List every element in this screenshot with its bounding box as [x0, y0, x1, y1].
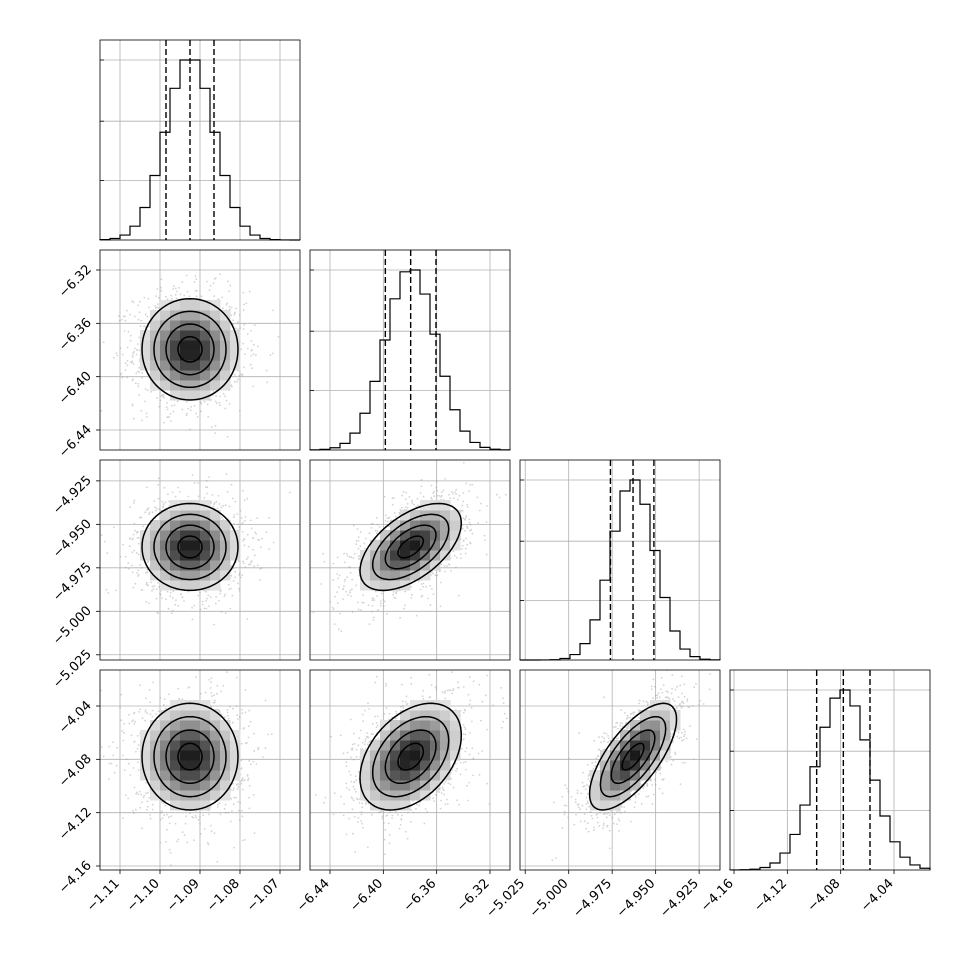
scatter-panel-2-1 [309, 459, 511, 661]
contour-0 [177, 535, 203, 559]
density-cells [140, 700, 241, 811]
scatter-panel-1-0 [99, 249, 301, 451]
y-tick-label: −5.000 [50, 604, 95, 649]
y-tick-label: −4.16 [56, 858, 95, 897]
x-tick-label: −4.975 [570, 876, 615, 921]
panel-frame [309, 459, 511, 661]
panel-content [100, 250, 280, 438]
x-tick-label: −4.04 [858, 876, 897, 915]
contour-0 [397, 742, 425, 771]
contour-0 [621, 742, 645, 771]
contour-2 [153, 513, 227, 581]
contour-1 [610, 729, 656, 785]
contour-2 [153, 715, 227, 798]
contour-0 [397, 535, 425, 559]
contour-1 [384, 524, 437, 570]
x-tick-label: −6.40 [347, 876, 386, 915]
y-tick-label: −4.925 [50, 473, 95, 518]
hist-panel-0 [99, 39, 301, 241]
histogram-0 [99, 59, 301, 241]
hist-panel-1 [309, 249, 511, 451]
scatter-panel-2-0 [99, 459, 301, 661]
y-tick-label: −6.36 [56, 316, 95, 355]
y-tick-label: −4.950 [50, 517, 95, 562]
contour-1 [384, 729, 437, 785]
x-tick-label: −6.44 [294, 876, 333, 915]
contour-1 [165, 729, 215, 785]
histogram-2 [519, 479, 721, 661]
y-tick-label: −4.12 [56, 805, 95, 844]
panel-content [100, 671, 273, 867]
contour-1 [165, 524, 215, 570]
y-tick-label: −4.04 [56, 698, 95, 737]
x-tick-label: −1.08 [204, 876, 243, 915]
density-cells [360, 500, 461, 591]
x-tick-label: −4.08 [805, 876, 844, 915]
contour-3 [588, 702, 678, 811]
contour-3 [359, 502, 463, 592]
panel-frame [309, 249, 511, 451]
contour-0 [177, 742, 203, 771]
density-cells [140, 500, 241, 591]
contour-2 [153, 310, 227, 389]
x-tick-label: −5.000 [527, 876, 572, 921]
contour-3 [141, 502, 239, 592]
panel-frame [99, 249, 301, 451]
contour-2 [371, 513, 450, 581]
hist-panel-3 [729, 669, 931, 871]
panel-content [551, 670, 711, 862]
scatter-panel-3-0 [99, 669, 301, 871]
panel-frame [309, 669, 511, 871]
panel-frame [99, 39, 301, 241]
y-tick-label: −6.32 [56, 262, 95, 301]
x-tick-label: −4.925 [657, 876, 702, 921]
contour-3 [359, 702, 463, 811]
x-tick-label: −1.07 [244, 876, 283, 915]
x-tick-label: −1.09 [164, 876, 203, 915]
x-tick-label: −4.12 [751, 876, 790, 915]
y-tick-label: −5.025 [50, 647, 95, 692]
y-tick-label: −6.40 [56, 369, 95, 408]
scatter-panel-3-2 [519, 669, 721, 871]
panel-frame [99, 459, 301, 661]
contour-1 [165, 323, 215, 376]
contour-3 [141, 297, 239, 401]
panel-frame [729, 669, 931, 871]
x-tick-label: −1.10 [124, 876, 163, 915]
histogram-3 [729, 689, 931, 871]
x-tick-label: −1.11 [84, 876, 123, 915]
panel-frame [519, 669, 721, 871]
contour-0 [177, 335, 203, 363]
x-tick-label: −5.025 [483, 876, 528, 921]
panel-content [314, 671, 508, 856]
hist-panel-2 [519, 459, 721, 661]
y-tick-label: −4.975 [50, 560, 95, 605]
panel-content [312, 461, 507, 633]
x-tick-label: −4.950 [614, 876, 659, 921]
x-tick-label: −4.16 [698, 876, 737, 915]
y-tick-label: −6.44 [56, 422, 95, 461]
panel-frame [519, 459, 721, 661]
contour-2 [599, 715, 667, 798]
scatter-panel-3-1 [309, 669, 511, 871]
contour-3 [141, 702, 239, 811]
y-tick-label: −4.08 [56, 752, 95, 791]
panel-content [100, 473, 291, 626]
contour-2 [371, 715, 450, 798]
x-tick-label: −6.36 [401, 876, 440, 915]
